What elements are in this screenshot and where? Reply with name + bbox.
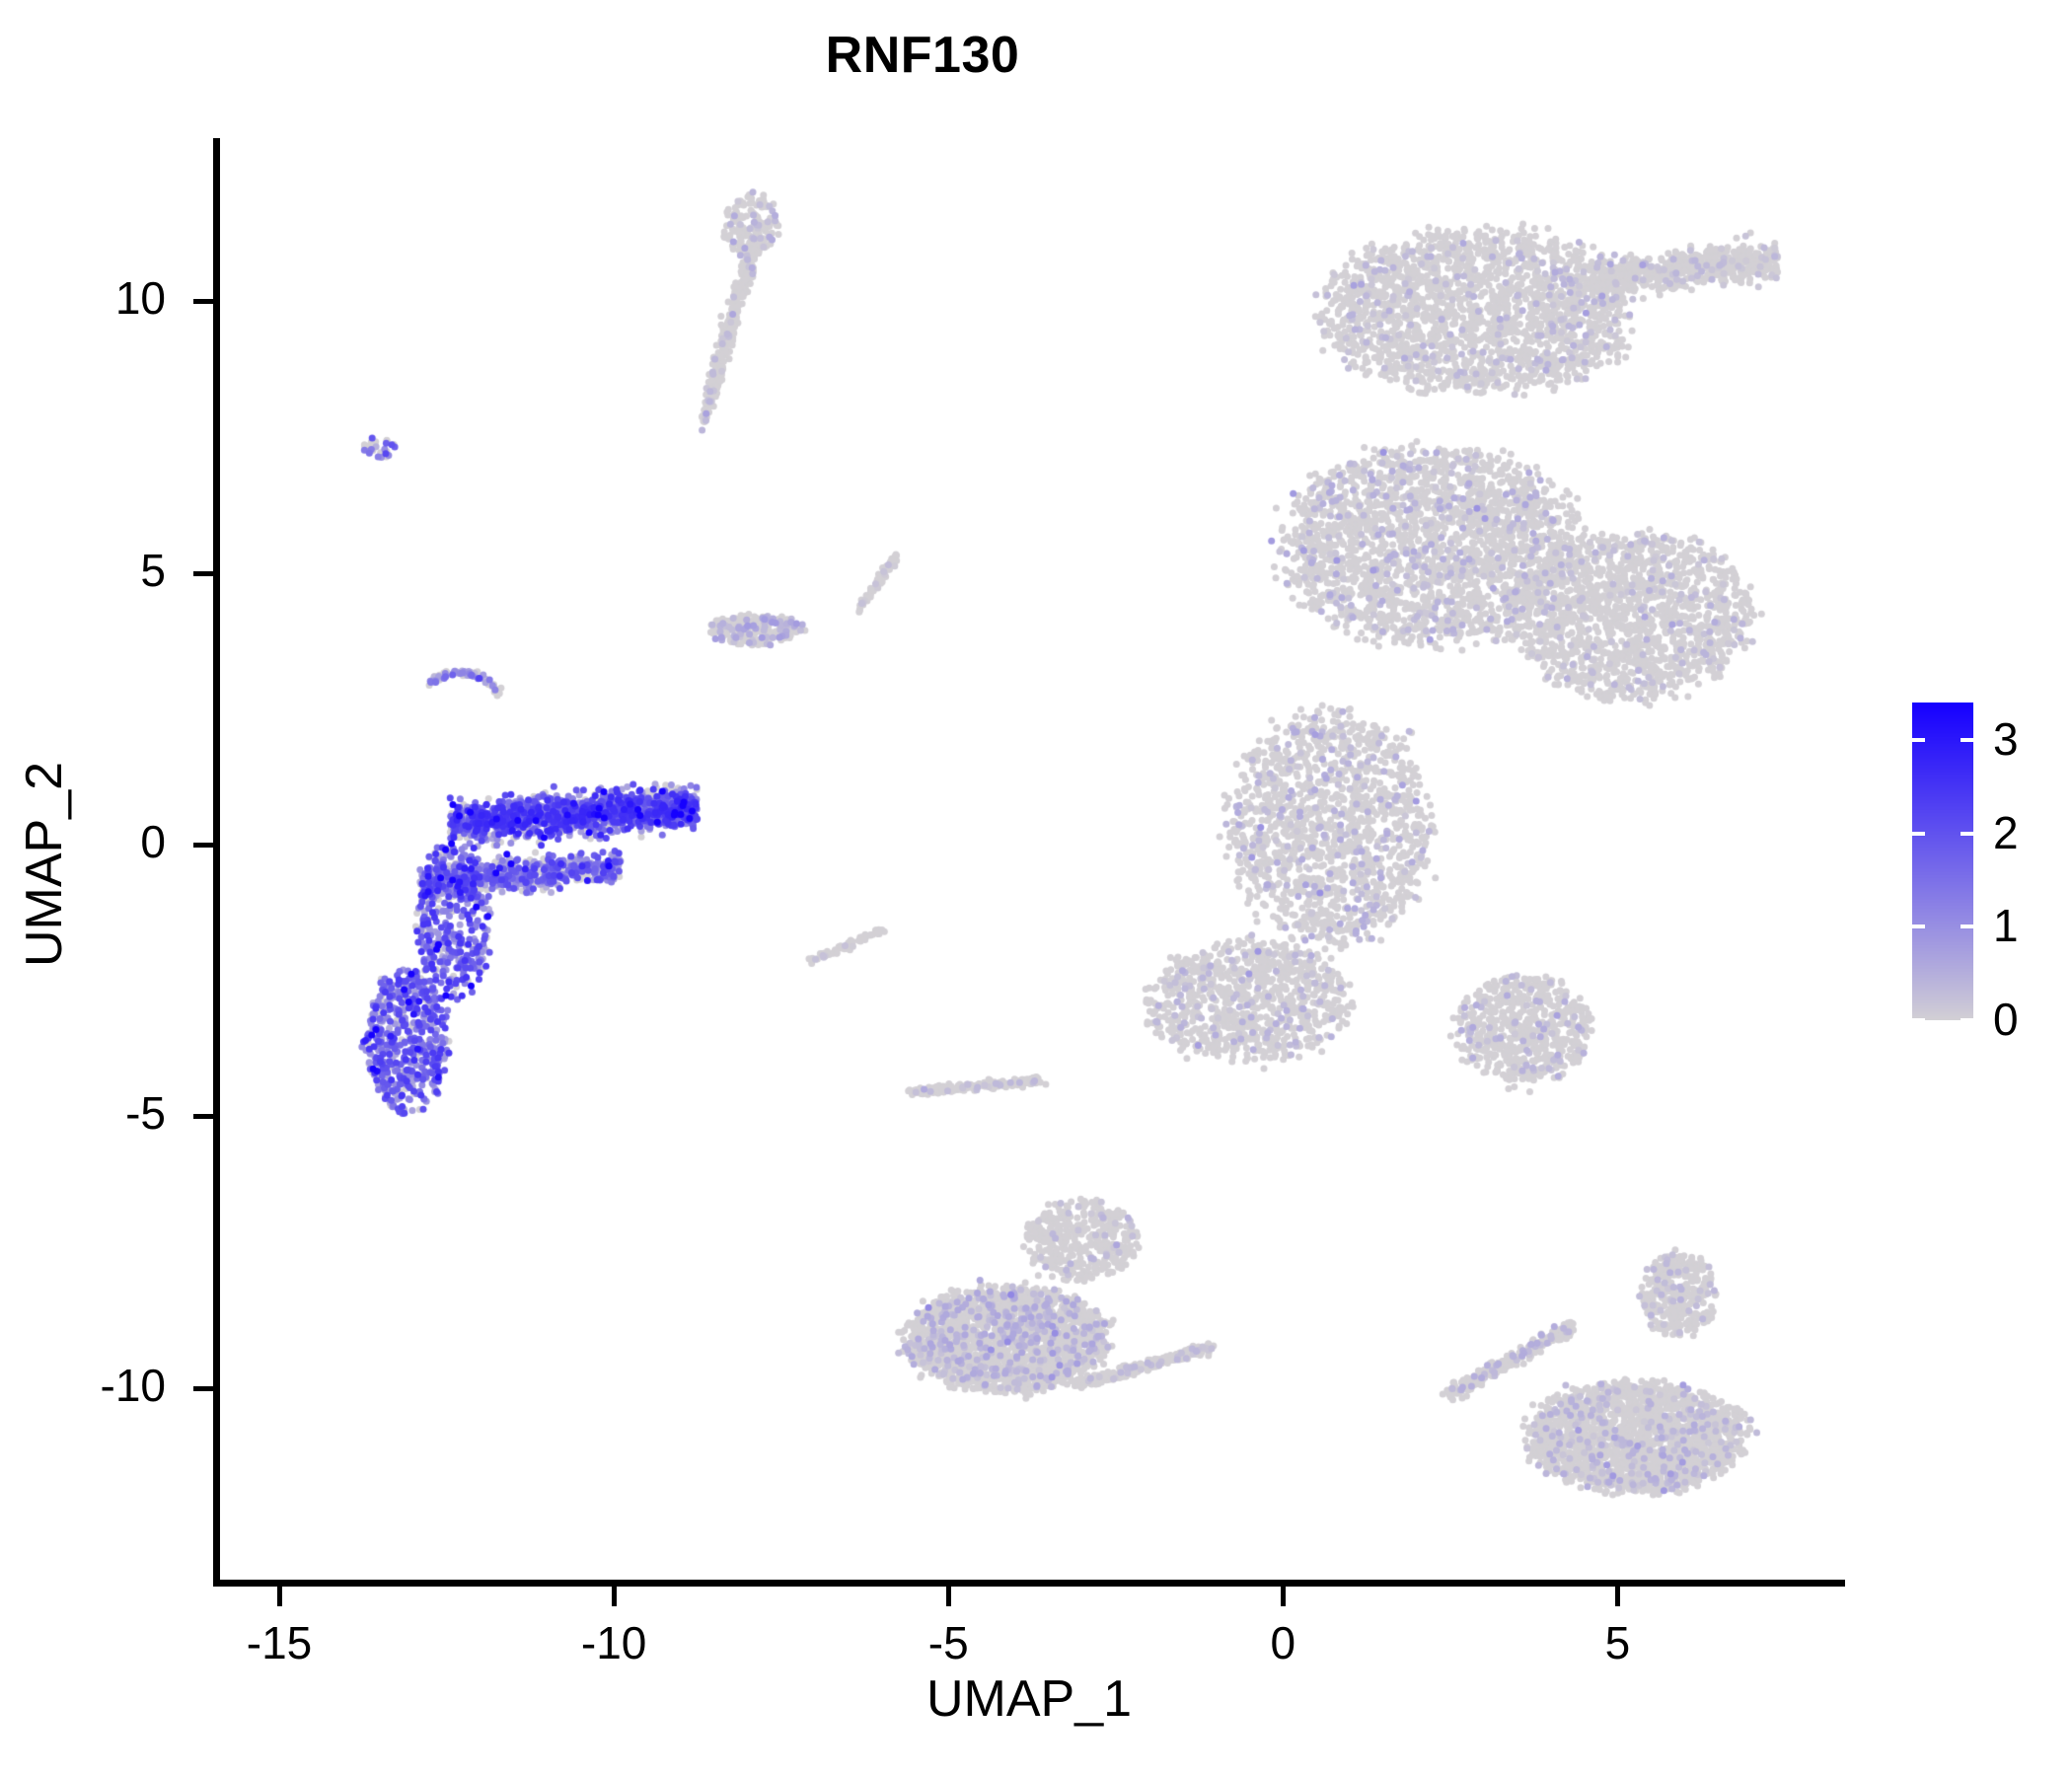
colorbar-tick-mark (1912, 737, 1925, 742)
colorbar-tick-mark (1961, 925, 1973, 929)
colorbar-tick-label: 1 (1993, 900, 2019, 952)
colorbar-gradient (1912, 703, 1973, 1020)
x-tick-label: -15 (246, 1617, 313, 1668)
x-tick-mark (1281, 1587, 1287, 1606)
y-tick-label: -5 (125, 1087, 166, 1140)
x-tick-mark (277, 1587, 283, 1606)
umap-scatter-canvas (219, 138, 1845, 1584)
y-tick-label: 10 (114, 272, 166, 325)
page-title: RNF130 (825, 27, 1020, 84)
colorbar-tick-label: 3 (1993, 712, 2019, 765)
x-tick-label: -10 (580, 1617, 647, 1668)
y-tick-mark (193, 570, 213, 576)
x-axis-title: UMAP_1 (925, 1670, 1133, 1728)
x-tick-mark (1615, 1587, 1621, 1606)
y-axis-title: UMAP_2 (16, 761, 73, 968)
y-tick-mark (193, 842, 213, 848)
x-tick-label: -5 (927, 1617, 969, 1668)
y-tick-mark (193, 1385, 213, 1391)
x-tick-mark (946, 1587, 952, 1606)
colorbar-tick-label: 2 (1993, 806, 2019, 858)
y-tick-label: -10 (100, 1359, 166, 1411)
y-axis-line (213, 138, 220, 1587)
y-tick-mark (193, 299, 213, 305)
colorbar-tick-mark (1912, 831, 1925, 836)
scatter-plot-panel (219, 138, 1845, 1584)
colorbar-tick-mark (1961, 737, 1973, 742)
colorbar-tick-mark (1912, 925, 1925, 929)
colorbar-tick-label: 0 (1993, 994, 2019, 1045)
y-tick-label: 0 (140, 815, 166, 867)
colorbar-tick-mark (1961, 1018, 1973, 1022)
colorbar-tick-mark (1912, 1018, 1925, 1022)
colorbar-tick-mark (1961, 831, 1973, 836)
x-axis-line (213, 1580, 1845, 1587)
y-tick-mark (193, 1114, 213, 1120)
x-tick-label: 0 (1270, 1617, 1296, 1668)
y-tick-label: 5 (140, 544, 166, 596)
expression-colorbar-legend: 3 2 1 0 (1912, 703, 2060, 1042)
x-tick-label: 5 (1604, 1617, 1631, 1668)
x-tick-mark (612, 1587, 618, 1606)
